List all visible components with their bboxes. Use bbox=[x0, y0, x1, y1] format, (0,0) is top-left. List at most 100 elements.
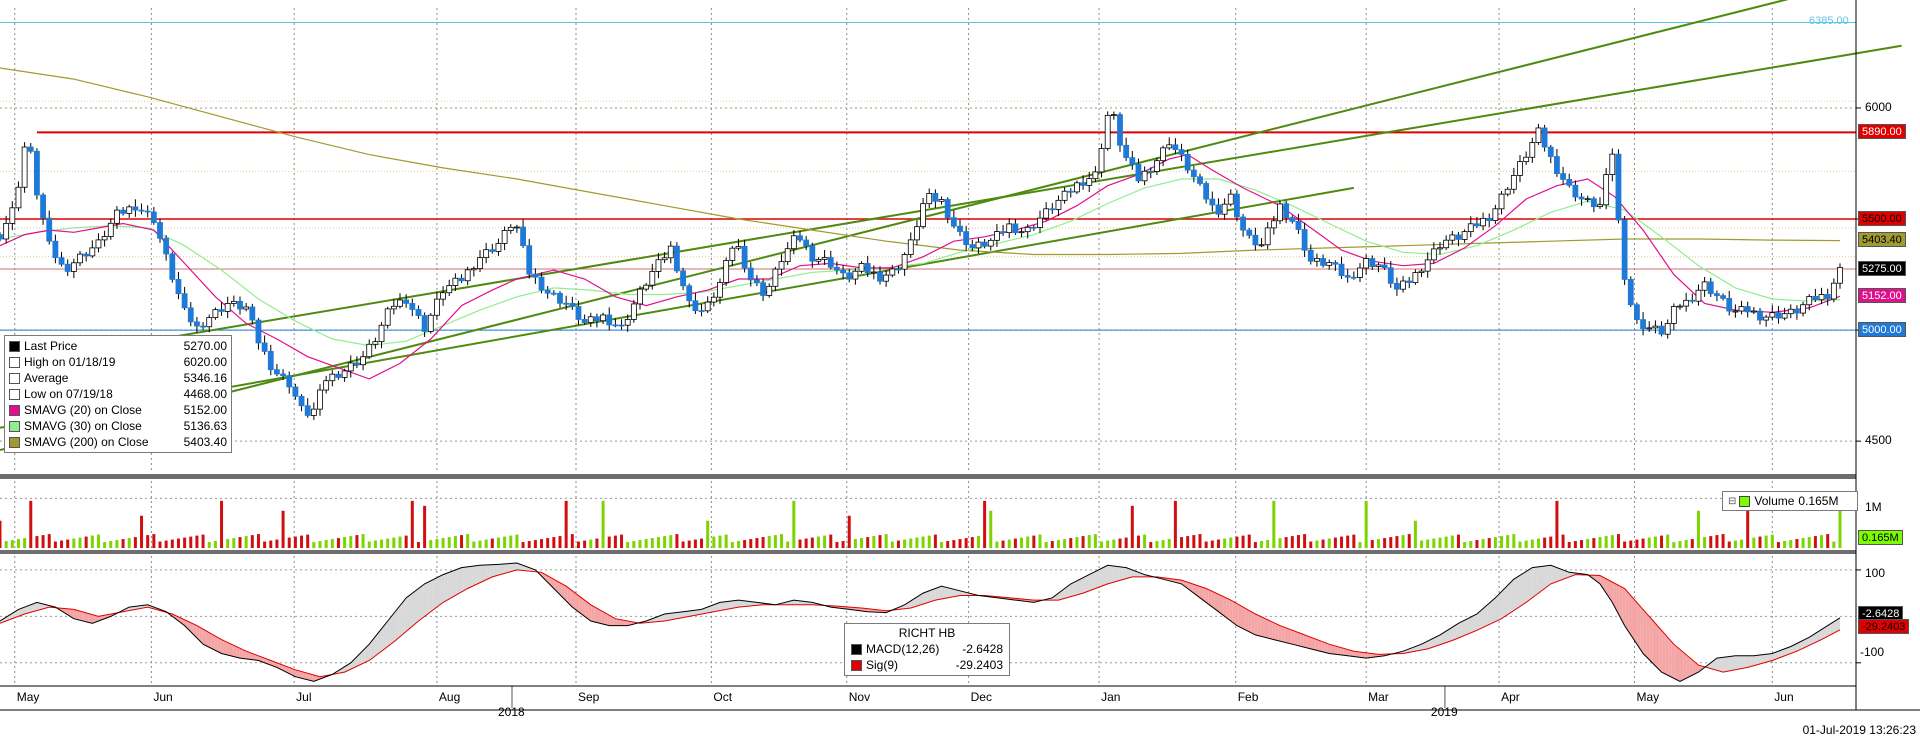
macd-fill-segment bbox=[199, 627, 203, 644]
volume-bar bbox=[170, 539, 174, 548]
volume-bar bbox=[1075, 537, 1079, 548]
macd-fill-segment bbox=[1441, 632, 1445, 645]
candle-body bbox=[1234, 193, 1240, 218]
macd-fill-segment bbox=[1288, 628, 1292, 644]
candle-body bbox=[1787, 308, 1794, 315]
macd-fill-segment bbox=[1229, 599, 1233, 623]
month-label: Jul bbox=[296, 690, 312, 704]
volume-bar bbox=[10, 540, 14, 548]
macd-fill-segment bbox=[1447, 628, 1451, 643]
volume-bar bbox=[1493, 537, 1497, 548]
candle-body bbox=[778, 261, 785, 270]
candle-body bbox=[1147, 170, 1154, 173]
month-label: May bbox=[1636, 690, 1660, 704]
macd-fill-segment bbox=[1079, 577, 1083, 595]
candle-body bbox=[1664, 323, 1671, 335]
macd-fill-segment bbox=[1606, 579, 1610, 599]
volume-bar bbox=[656, 537, 660, 548]
candle-body bbox=[1338, 263, 1345, 276]
candle-body bbox=[1363, 258, 1370, 269]
macd-fill-segment bbox=[1309, 636, 1313, 650]
macd-fill-segment bbox=[1312, 637, 1316, 651]
macd-fill-segment bbox=[1769, 653, 1773, 662]
macd-fill-segment bbox=[1545, 565, 1549, 588]
volume-bar bbox=[435, 539, 439, 548]
macd-fill-segment bbox=[1481, 607, 1485, 629]
volume-bar bbox=[983, 500, 987, 548]
macd-fill-segment bbox=[613, 617, 617, 626]
candle-body bbox=[914, 226, 920, 241]
macd-fill-segment bbox=[1192, 584, 1196, 595]
volume-bar bbox=[410, 500, 414, 548]
macd-fill-segment bbox=[1677, 647, 1681, 682]
candle-body bbox=[1658, 325, 1665, 335]
macd-fill-segment bbox=[61, 608, 65, 613]
candle-body bbox=[1652, 325, 1659, 329]
volume-bar bbox=[1832, 541, 1836, 548]
volume-bar bbox=[1795, 539, 1799, 548]
legend-value: 4468.00 bbox=[183, 387, 227, 401]
candle-body bbox=[1092, 171, 1099, 180]
candle-body bbox=[34, 150, 40, 196]
macd-fill-segment bbox=[1619, 585, 1623, 622]
volume-bar bbox=[133, 537, 137, 548]
macd-fill-segment bbox=[1450, 626, 1454, 642]
candle-body bbox=[427, 314, 434, 332]
macd-fill-segment bbox=[404, 596, 408, 633]
volume-bar bbox=[706, 520, 710, 548]
volume-bar bbox=[1192, 535, 1196, 548]
candle-body bbox=[366, 343, 373, 358]
volume-bar bbox=[693, 539, 697, 548]
volume-bar bbox=[1112, 539, 1116, 548]
volume-legend[interactable]: ⊟ Volume 0.165M bbox=[1722, 491, 1858, 511]
macd-fill-segment bbox=[1352, 650, 1356, 657]
volume-bar bbox=[1573, 541, 1577, 548]
macd-fill-segment bbox=[1107, 565, 1111, 585]
macd-fill-segment bbox=[447, 571, 451, 600]
macd-fill-segment bbox=[736, 600, 740, 608]
volume-bar bbox=[1069, 538, 1073, 548]
candle-body bbox=[163, 237, 170, 255]
macd-fill-segment bbox=[1361, 652, 1365, 658]
volume-bar bbox=[1420, 540, 1424, 548]
candle-body bbox=[175, 279, 182, 295]
macd-fill-segment bbox=[1422, 642, 1426, 650]
candle-body bbox=[1738, 306, 1745, 312]
macd-fill-segment bbox=[236, 646, 240, 658]
volume-bar bbox=[115, 540, 119, 548]
macd-fill-segment bbox=[916, 595, 920, 606]
candle-body bbox=[1492, 208, 1499, 221]
volume-bar bbox=[915, 537, 919, 548]
volume-bar bbox=[841, 541, 845, 548]
volume-bar bbox=[552, 537, 556, 548]
macd-lines bbox=[0, 562, 1841, 682]
volume-bar bbox=[927, 535, 931, 548]
signal-last-tag: -29.2403 bbox=[1858, 619, 1910, 634]
volume-bar bbox=[989, 510, 993, 548]
legend-swatch bbox=[851, 659, 862, 671]
macd-legend[interactable]: RICHT HB MACD(12,26) -2.6428 Sig(9) -29.240… bbox=[844, 623, 1010, 676]
price-legend-row: SMAVG (30) on Close 5136.63 bbox=[9, 418, 227, 434]
volume-bar bbox=[730, 542, 734, 548]
macd-fill-segment bbox=[24, 605, 28, 615]
macd-fill-segment bbox=[1070, 582, 1074, 597]
price-legend[interactable]: Last Price 5270.00 High on 01/18/19 6020.00… bbox=[4, 335, 232, 453]
candle-body bbox=[1560, 173, 1566, 180]
candle-body bbox=[630, 303, 637, 320]
macd-fill-segment bbox=[1616, 584, 1620, 616]
volume-bar bbox=[72, 538, 76, 548]
volume-bar bbox=[1635, 539, 1639, 548]
volume-bar bbox=[1198, 534, 1202, 548]
volume-bar bbox=[103, 542, 107, 548]
candle-body bbox=[187, 307, 194, 323]
price-gridlines bbox=[0, 8, 1856, 686]
candle-body bbox=[1227, 193, 1234, 205]
macd-fill-segment bbox=[1692, 660, 1696, 675]
macd-fill-segment bbox=[1591, 575, 1595, 580]
candle-body bbox=[0, 234, 3, 240]
volume-bar bbox=[367, 541, 371, 548]
volume-bar bbox=[35, 536, 39, 548]
volume-bar bbox=[976, 536, 980, 548]
candle-body bbox=[649, 271, 656, 286]
candle-body bbox=[132, 206, 139, 211]
